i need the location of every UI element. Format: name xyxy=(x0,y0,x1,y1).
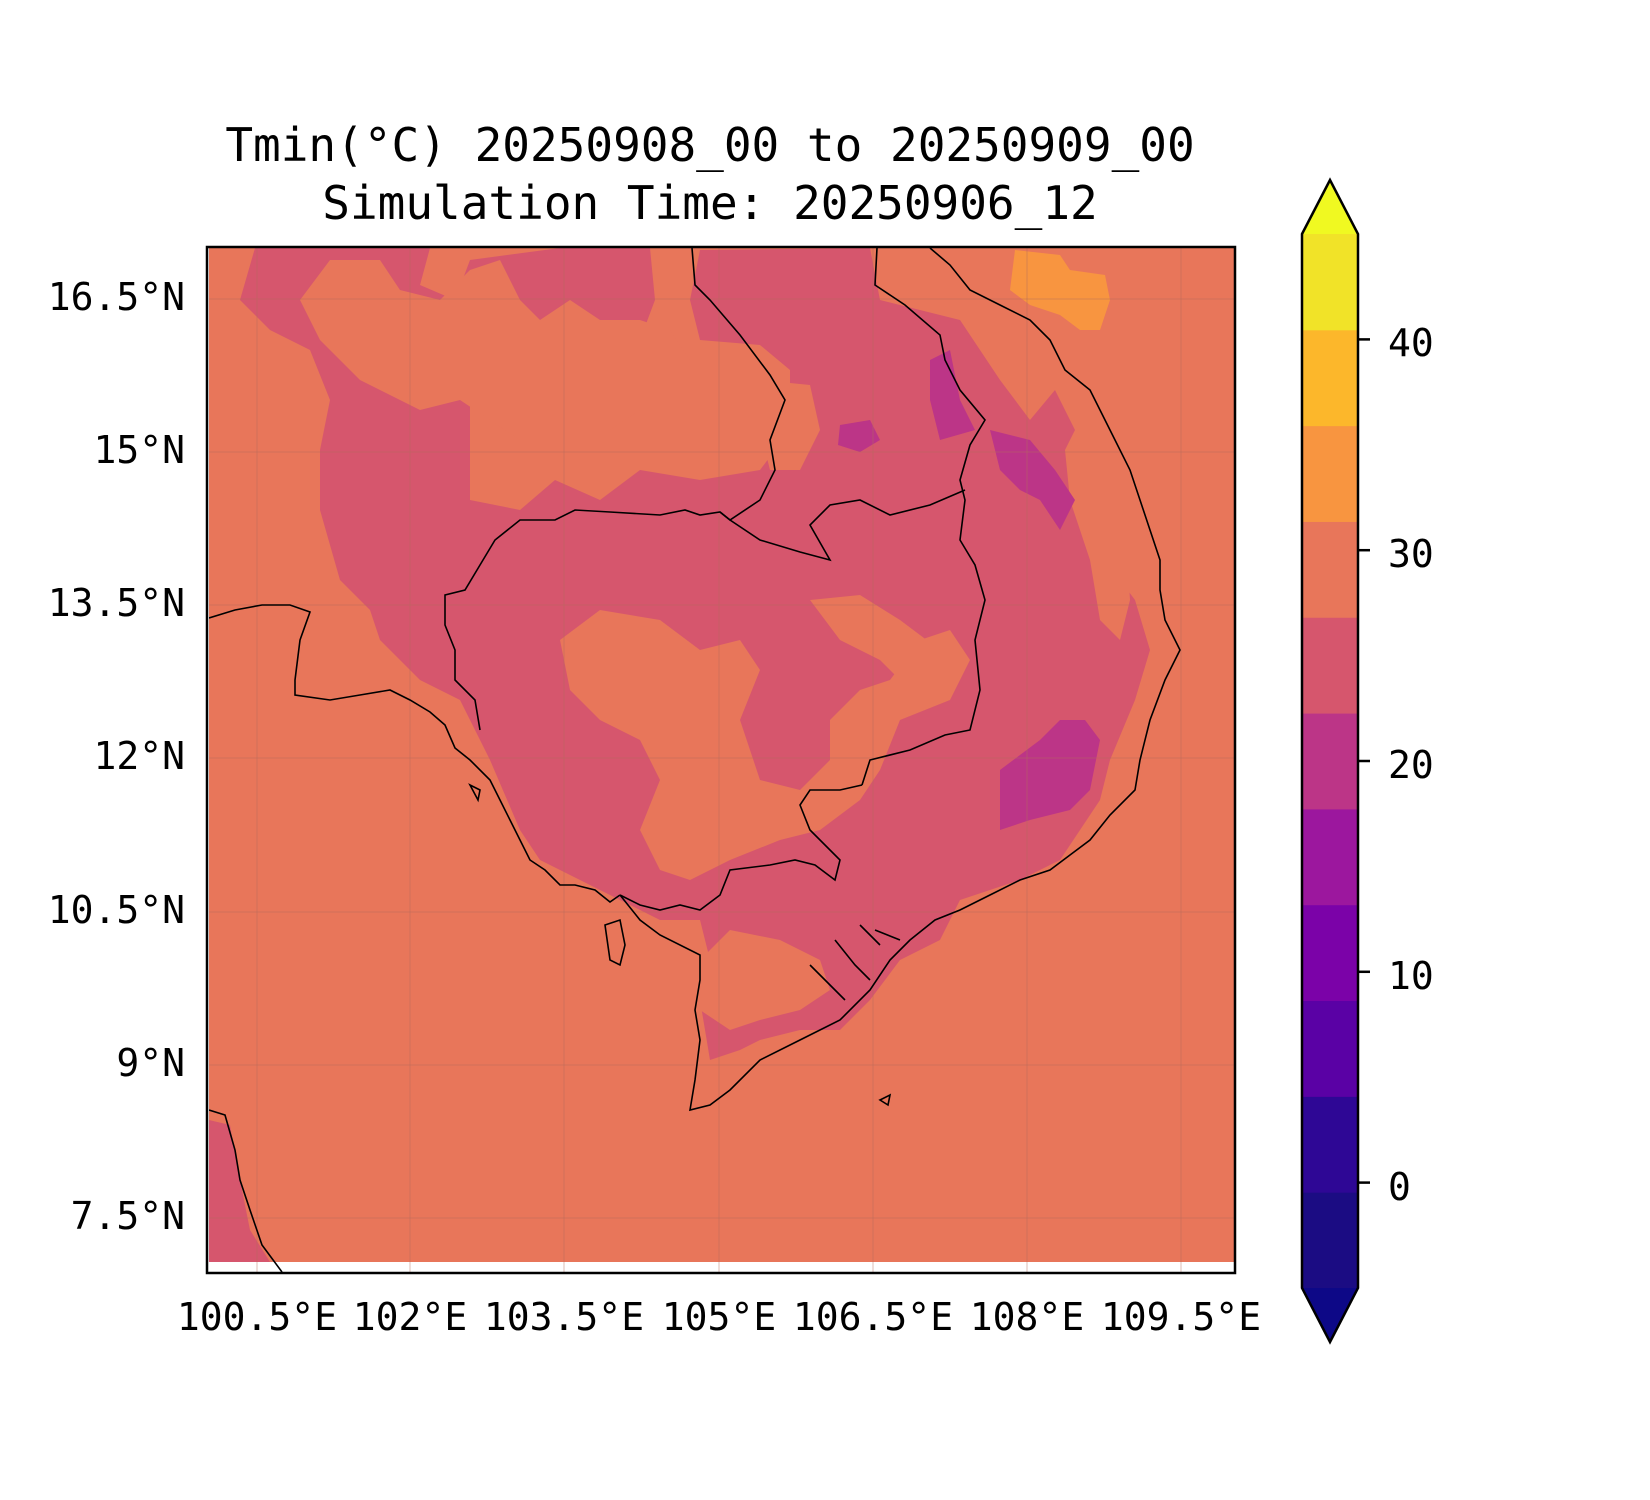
island-3 xyxy=(468,783,481,803)
colorbar-tick-label: 40 xyxy=(1388,321,1434,365)
lat-tick-label: 7.5°N xyxy=(70,1194,185,1238)
colorbar-extend-low xyxy=(1302,1288,1358,1342)
lon-tick-label: 100.5°E xyxy=(176,1295,338,1339)
coast-peninsula xyxy=(209,1109,283,1272)
lat-tick-label: 13.5°N xyxy=(47,581,185,625)
colorbar-segment xyxy=(1302,1096,1358,1193)
coastlines-borders xyxy=(209,248,1181,1272)
region-25-30-mekong xyxy=(700,930,830,1030)
region-20-25-peninsula xyxy=(209,1120,270,1262)
colorbar-segment xyxy=(1302,234,1358,331)
lon-tick-label: 109.5°E xyxy=(1100,1295,1262,1339)
region-30-35-northeast xyxy=(1010,250,1110,330)
map-gridlines xyxy=(209,248,1235,1272)
border-cambodia-vietnam-south xyxy=(619,784,863,911)
lon-tick-label: 106.5°E xyxy=(792,1295,954,1339)
colorbar-tick-label: 30 xyxy=(1388,532,1434,576)
colorbar-segment xyxy=(1302,425,1358,522)
region-25-30-east xyxy=(810,595,950,690)
coast-cambodia xyxy=(619,248,1181,1112)
lon-tick-label: 103.5°E xyxy=(483,1295,645,1339)
colorbar-segment xyxy=(1302,713,1358,810)
map-title: Tmin(°C) 20250908_00 to 20250909_00 xyxy=(225,118,1195,172)
lat-tick-label: 16.5°N xyxy=(47,275,185,319)
border-thailand-cambodia-north xyxy=(719,489,966,562)
border-laos-vietnam xyxy=(861,248,986,786)
region-15-20-central-highland xyxy=(1000,720,1100,830)
region-15-20-laos-2 xyxy=(838,420,880,452)
colorbar-outline xyxy=(1300,177,1360,1345)
lat-tick-label: 12°N xyxy=(93,734,185,778)
region-25-30-north xyxy=(300,260,690,440)
lon-tick-label: 108°E xyxy=(969,1295,1085,1339)
colorbar-tick-label: 10 xyxy=(1388,954,1434,998)
temperature-field xyxy=(209,248,1235,1272)
mekong-delta-branches xyxy=(809,924,901,1001)
border-thailand-laos xyxy=(444,248,786,731)
lon-tick-label: 105°E xyxy=(661,1295,777,1339)
region-25-30-vn-coast xyxy=(1065,420,1130,640)
colorbar-extend-high xyxy=(1302,180,1358,234)
field-white-strip xyxy=(209,1262,1235,1272)
coast-gulf-thailand-west xyxy=(209,604,621,903)
lat-tick-label: 9°N xyxy=(116,1041,185,1085)
map-frame xyxy=(205,245,1237,1275)
colorbar-segment xyxy=(1302,1192,1358,1289)
region-25-30-central xyxy=(560,610,970,880)
region-15-20-laos xyxy=(930,350,975,440)
colorbar-segment xyxy=(1302,329,1358,427)
colorbar-tick-label: 0 xyxy=(1388,1165,1411,1209)
colorbar-segment xyxy=(1302,1000,1358,1097)
region-25-30-laos xyxy=(760,380,820,470)
colorbar xyxy=(1300,177,1370,1345)
island-1 xyxy=(604,918,626,967)
colorbar-segment xyxy=(1302,904,1358,1002)
map-subtitle: Simulation Time: 20250906_12 xyxy=(322,176,1098,230)
colorbar-segment xyxy=(1302,617,1358,714)
lat-tick-label: 15°N xyxy=(93,428,185,472)
colorbar-segment xyxy=(1302,808,1358,906)
island-2 xyxy=(878,1093,892,1107)
colorbar-tick-label: 20 xyxy=(1388,743,1434,787)
colorbar-segment xyxy=(1302,521,1358,618)
region-15-20-vn-highland xyxy=(990,430,1075,530)
lat-tick-label: 10.5°N xyxy=(47,888,185,932)
lon-tick-label: 102°E xyxy=(352,1295,468,1339)
